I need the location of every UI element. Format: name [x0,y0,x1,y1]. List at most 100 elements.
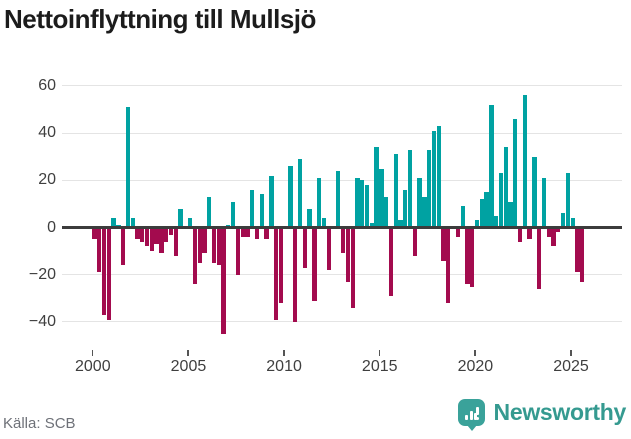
x-tick-label: 2000 [75,358,111,375]
bar-2017Q4 [431,130,437,228]
y-tick-label: 20 [38,171,56,189]
bar-2009Q2 [269,175,274,228]
x-tick [378,350,381,356]
bar-2025Q1 [570,218,575,228]
bar-2002Q3 [140,227,145,242]
bar-2010Q2 [288,166,293,228]
plot-area [62,70,622,350]
newsworthy-pin-icon [457,399,485,431]
bar-2011Q3 [312,227,317,301]
bar-2009Q1 [264,227,269,240]
bar-2008Q1 [245,227,250,237]
zero-axis-line [62,226,622,229]
bar-2002Q2 [135,227,140,240]
bar-2014Q4 [374,147,379,228]
bar-2005Q2 [192,227,198,285]
bar-2019Q3 [465,227,470,285]
bar-2007Q3 [235,227,241,275]
bar-2022Q1 [513,118,518,228]
brand-name: Newsworthy [493,399,627,425]
bar-2013Q3 [350,227,355,308]
bar-2006Q2 [211,227,217,263]
y-tick-label: 60 [38,76,56,94]
bar-2019Q4 [470,227,475,287]
bar-2021Q4 [508,201,513,228]
bar-2019Q1 [455,227,461,237]
bar-2000Q3 [101,227,107,315]
bar-2022Q4 [527,227,532,240]
bar-2006Q4 [221,227,226,334]
bar-2013Q1 [340,227,346,254]
bar-2001Q4 [125,107,131,228]
bar-2002Q1 [130,218,135,228]
bar-2021Q3 [503,147,508,228]
bar-2004Q1 [168,227,174,235]
bar-2003Q2 [154,227,159,245]
bar-2013Q2 [345,227,351,282]
bar-2019Q2 [460,206,465,228]
gridline [62,132,622,134]
source-note: Källa: SCB [3,415,76,432]
x-tick-label: 2015 [361,358,398,375]
bar-2025Q2 [575,227,580,273]
x-tick [91,350,94,356]
bar-2011Q4 [317,177,322,228]
gridline [62,179,622,181]
bar-2018Q1 [436,126,441,228]
bar-2016Q1 [398,220,403,228]
bar-2010Q4 [297,159,303,228]
bar-2005Q3 [197,227,202,263]
bar-2015Q2 [384,196,389,228]
bar-2007Q2 [230,201,236,228]
bar-2017Q1 [417,177,422,228]
bar-2002Q4 [144,227,150,247]
gridline [62,274,622,276]
bar-2021Q1 [493,215,499,228]
gridline [62,85,622,87]
bar-2007Q4 [240,227,245,237]
bar-2021Q2 [498,173,504,228]
bar-2020Q1 [474,220,480,228]
bar-2024Q2 [556,227,561,233]
bar-2000Q4 [106,227,111,320]
bar-2016Q4 [412,227,417,256]
bar-2004Q2 [173,227,178,256]
bar-2013Q4 [355,177,360,228]
bar-2014Q3 [369,222,374,228]
bar-2015Q3 [388,227,394,296]
bar-2020Q4 [489,104,494,228]
bar-2009Q3 [274,227,279,320]
x-tick-label: 2020 [457,358,494,375]
bar-2001Q1 [111,218,116,228]
bar-2017Q3 [427,149,432,228]
brand-lockup: Newsworthy [457,399,627,431]
x-tick-label: 2025 [553,358,589,375]
bar-2012Q2 [326,227,331,270]
bar-2014Q2 [364,185,370,228]
bar-2005Q4 [202,227,207,254]
bar-2008Q3 [254,227,260,240]
chart-title: Nettoinflyttning till Mullsjö [4,4,316,34]
bar-2012Q4 [336,170,341,228]
bar-2009Q4 [278,227,284,304]
bar-2020Q2 [479,199,484,228]
bar-2016Q3 [407,149,413,228]
bar-2000Q2 [97,227,102,273]
y-tick-label: 0 [47,218,56,236]
bar-2016Q2 [403,189,408,228]
y-tick-label: −40 [28,312,56,330]
bar-2023Q2 [537,227,542,289]
bar-2022Q3 [522,95,527,228]
bar-2017Q2 [422,196,427,228]
bar-2022Q2 [517,227,523,242]
bar-2024Q1 [551,227,556,247]
bar-2025Q3 [580,227,585,282]
bar-2008Q4 [259,194,264,228]
bar-2005Q1 [187,218,193,228]
bar-2023Q1 [532,156,537,228]
bar-2012Q1 [321,218,327,228]
x-tick [570,350,572,356]
bar-2018Q2 [441,227,446,261]
bar-2008Q2 [250,189,255,228]
